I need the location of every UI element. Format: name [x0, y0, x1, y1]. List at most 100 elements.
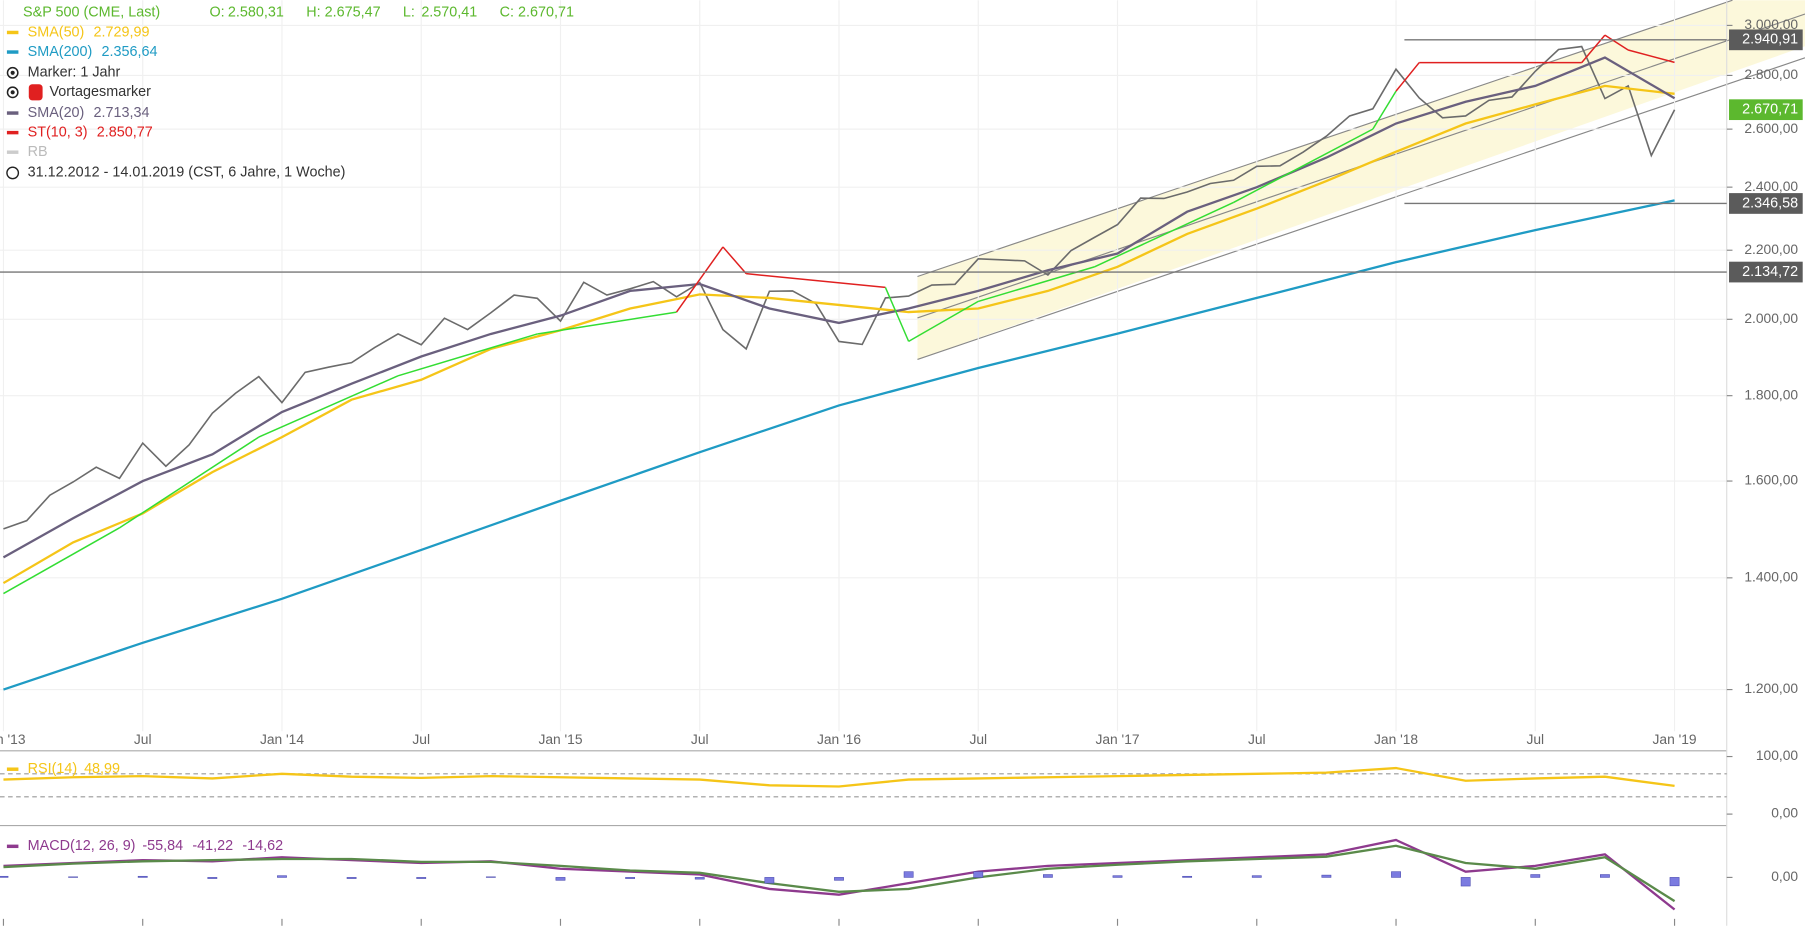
histogram-bar [1042, 874, 1053, 878]
ohlc-name: O: [210, 5, 225, 21]
histogram-bar [1460, 877, 1471, 887]
price-tag-label: 2.346,58 [1742, 195, 1798, 211]
x-tick-label: Jan '19 [1653, 731, 1697, 747]
last-price-label: 2.670,71 [1742, 101, 1798, 117]
legend-value: 48,99 [84, 761, 120, 777]
price-tag [1729, 193, 1803, 214]
legend-swatch [6, 50, 19, 54]
legend-value: -41,22 [192, 838, 233, 854]
supertrend-segment [119, 436, 260, 529]
histogram-bar [834, 877, 844, 881]
x-tick-label: Jan '14 [260, 731, 304, 747]
histogram-bar [694, 877, 705, 880]
supertrend-segment [258, 375, 399, 438]
histogram-bar [764, 877, 775, 884]
legend-swatch [6, 150, 19, 154]
ohlc-value: 2.670,71 [518, 5, 574, 21]
supertrend-segment [908, 300, 979, 343]
series-line [3, 766, 1675, 788]
histogram-bar [1391, 871, 1401, 878]
supertrend-segment [675, 246, 724, 313]
histogram-bar [1530, 874, 1541, 878]
legend-name: MACD(12, 26, 9) [28, 838, 136, 854]
histogram-bar [1112, 875, 1123, 878]
x-tick-label: Jan '17 [1095, 731, 1139, 747]
y-tick-label: 2.000,00 [1744, 310, 1798, 326]
regression-band [917, 0, 1805, 360]
supertrend-segment [1093, 201, 1234, 268]
histogram-bar [485, 876, 496, 878]
histogram-bar [903, 871, 914, 878]
series-line [3, 45, 1676, 530]
x-tick-label: Jan '13 [0, 731, 26, 747]
y-tick-label: 0,00 [1771, 868, 1798, 884]
last-price-tag [1729, 99, 1803, 121]
x-tick-label: Jan '15 [538, 731, 582, 747]
supertrend-segment [1627, 49, 1675, 64]
supertrend-segment [1372, 90, 1397, 130]
band-lower [917, 57, 1805, 360]
supertrend-segment [722, 246, 747, 275]
legend-swatch [6, 130, 19, 135]
band-label: RB [28, 144, 48, 160]
legend-value: 2.729,99 [94, 24, 150, 40]
y-tick-label: 2.400,00 [1744, 178, 1798, 194]
legend-name: SMA(200) [28, 44, 93, 60]
supertrend-segment [1395, 62, 1420, 92]
marker-icon [10, 90, 15, 95]
histogram-bar [68, 876, 78, 878]
y-tick-label: 3.000,00 [1744, 16, 1798, 32]
legend-name: SMA(20) [28, 105, 85, 121]
band-upper [917, 0, 1733, 278]
alert-icon [28, 84, 43, 101]
x-tick-label: Jul [1248, 731, 1266, 747]
y-tick-label: 2.600,00 [1744, 120, 1798, 136]
histogram-bar [0, 875, 9, 878]
legend-value: 2.356,64 [102, 44, 158, 60]
y-tick-label: 1.600,00 [1744, 472, 1798, 488]
legend-value: -55,84 [142, 838, 183, 854]
series-line [3, 844, 1676, 903]
x-tick-label: Jul [134, 731, 152, 747]
price-tag [1729, 261, 1803, 283]
legend-name: SMA(50) [28, 24, 85, 40]
histogram-bar [277, 875, 287, 878]
ohlc-name: C: [500, 5, 514, 21]
range-label: 31.12.2012 - 14.01.2019 (CST, 6 Jahre, 1… [28, 165, 346, 181]
histogram-bar [416, 877, 427, 879]
price-tag-label: 2.134,72 [1742, 264, 1798, 280]
supertrend-segment [884, 287, 910, 342]
x-tick-label: Jul [1526, 731, 1544, 747]
supertrend-segment [537, 311, 677, 335]
y-tick-label: 1.200,00 [1744, 680, 1798, 696]
histogram-bar [555, 877, 566, 881]
x-tick-label: Jul [969, 731, 987, 747]
histogram-bar [1600, 874, 1610, 878]
histogram-bar [1669, 877, 1680, 887]
y-tick-label: 0,00 [1771, 805, 1798, 821]
x-tick-label: Jul [412, 731, 430, 747]
supertrend-segment [397, 333, 538, 377]
legend-value: -14,62 [242, 838, 283, 854]
ohlc-value: 2.580,31 [228, 5, 284, 21]
histogram-bar [625, 877, 636, 879]
series-line [2, 84, 1675, 585]
y-tick-label: 100,00 [1756, 747, 1799, 763]
legend-name: RSI(14) [28, 761, 78, 777]
ohlc-name: H: [306, 5, 320, 21]
legend-swatch [6, 30, 19, 35]
supertrend-segment [746, 272, 886, 289]
y-tick-label: 1.400,00 [1744, 568, 1798, 584]
clock-icon [6, 166, 20, 180]
marker-icon [6, 66, 19, 79]
legend-name: ST(10, 3) [28, 124, 88, 140]
histogram-bar [207, 877, 218, 879]
ohlc-value: 2.570,41 [421, 5, 477, 21]
histogram-bar [1251, 875, 1262, 878]
price-tag [1729, 29, 1803, 51]
price-tag-label: 2.940,91 [1742, 32, 1798, 48]
ohlc-value: 2.675,47 [325, 5, 381, 21]
series-line [3, 838, 1676, 911]
